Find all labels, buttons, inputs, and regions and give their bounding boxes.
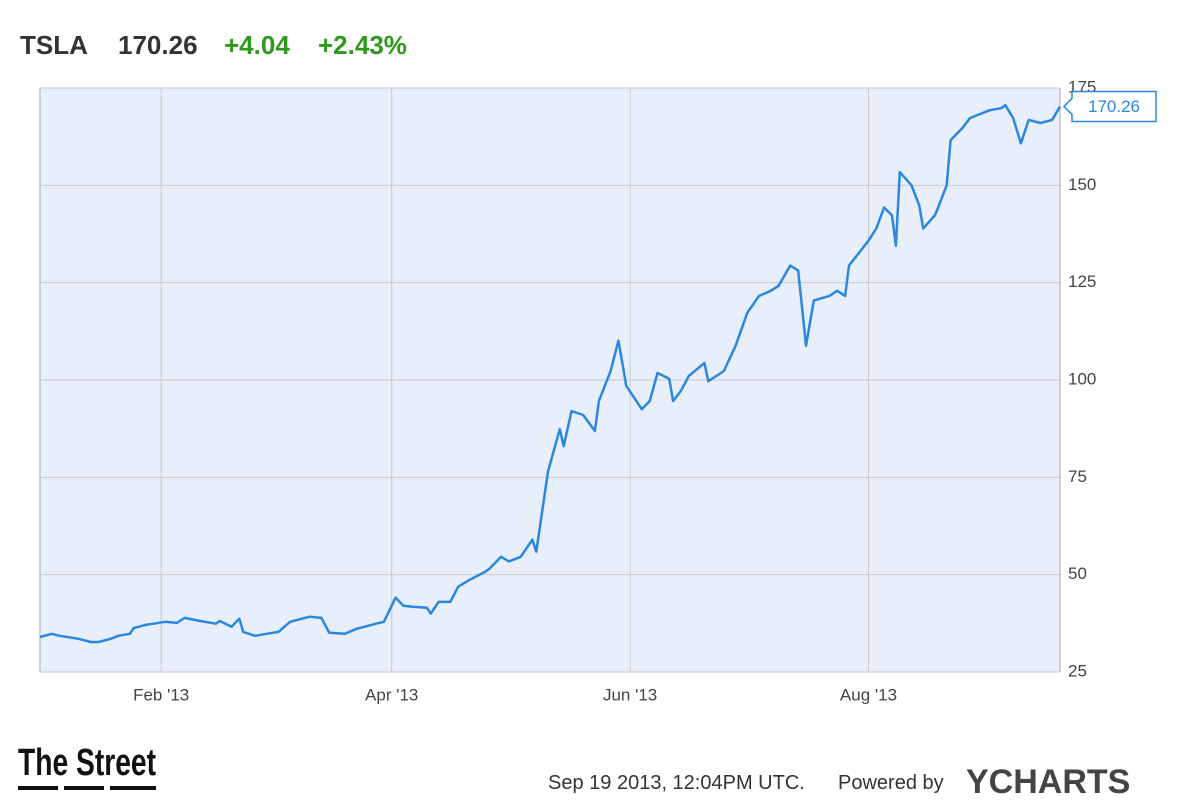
price: 170.26 xyxy=(118,30,198,60)
logo-bar xyxy=(18,786,58,790)
ticker: TSLA xyxy=(20,30,88,60)
x-tick-label: Apr '13 xyxy=(365,685,418,704)
last-value-label: 170.26 xyxy=(1088,97,1140,116)
price-line xyxy=(39,103,1062,644)
y-tick-label: 150 xyxy=(1068,175,1096,194)
y-tick-label: 125 xyxy=(1068,272,1096,291)
last-value-box xyxy=(1062,90,1157,123)
change-percent: +2.43% xyxy=(318,30,407,60)
timestamp: Sep 19 2013, 12:04PM UTC. xyxy=(548,772,805,794)
logo-bar xyxy=(64,786,104,790)
powered-by: Powered by xyxy=(838,772,944,794)
brand-logo: The Street xyxy=(18,742,156,784)
x-tick-label: Jun '13 xyxy=(603,685,657,704)
logo-bar xyxy=(110,786,156,790)
y-tick-label: 75 xyxy=(1068,467,1087,486)
y-tick-label: 25 xyxy=(1068,661,1087,680)
change: +4.04 xyxy=(224,30,290,60)
y-tick-label: 100 xyxy=(1068,369,1096,388)
y-tick-label: 50 xyxy=(1068,564,1087,583)
x-tick-label: Aug '13 xyxy=(840,685,897,704)
x-tick-label: Feb '13 xyxy=(133,685,189,704)
provider-logo: YCHARTS xyxy=(966,763,1130,801)
